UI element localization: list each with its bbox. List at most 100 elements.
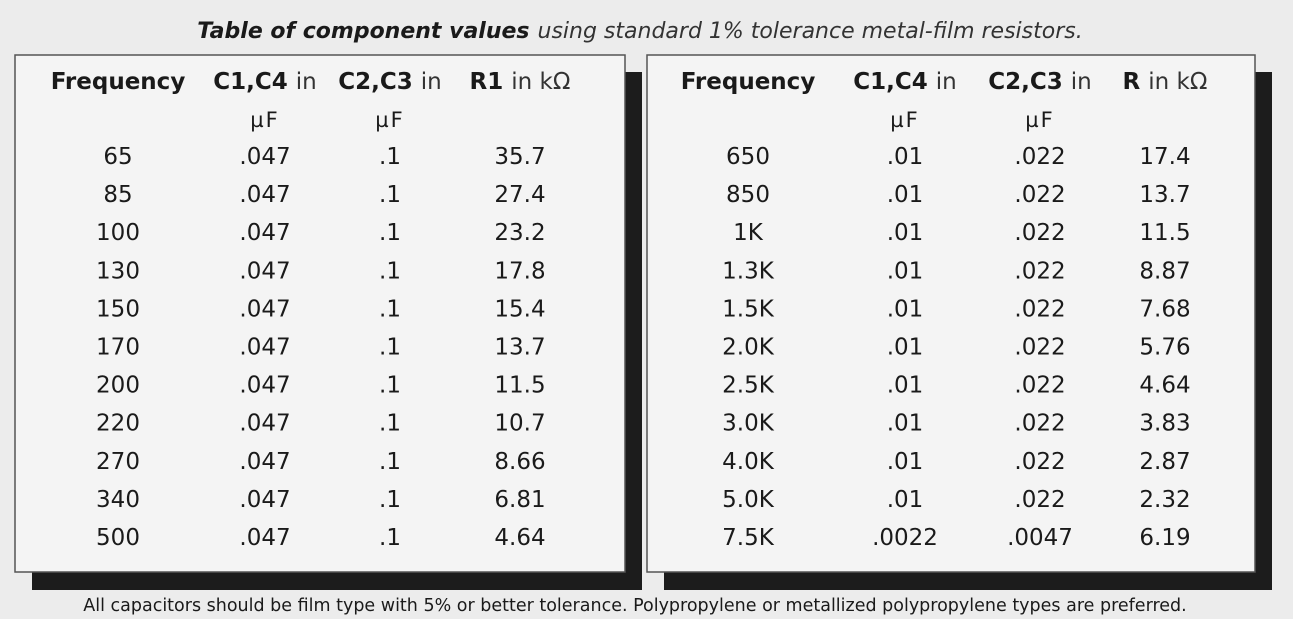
cell: .1	[379, 335, 401, 361]
cell: .0047	[1007, 525, 1073, 551]
cell: .1	[379, 487, 401, 513]
cell: .0022	[872, 525, 938, 551]
cell: .1	[379, 296, 401, 322]
header-text: in	[421, 69, 442, 95]
cell: .047	[239, 296, 290, 322]
cell: .022	[1014, 335, 1065, 361]
cell: .047	[239, 182, 290, 208]
cell: 5.76	[1139, 335, 1190, 361]
title-text: using standard 1% tolerance metal-film r…	[538, 19, 1083, 44]
cell: 11.5	[494, 373, 545, 399]
column-header: C1,C4 in	[213, 69, 316, 95]
header-bold: C1,C4	[213, 69, 288, 95]
header-unit: µF	[1025, 108, 1054, 132]
cell: .01	[887, 411, 924, 437]
cell: .022	[1014, 296, 1065, 322]
cell: .047	[239, 373, 290, 399]
cell: 2.87	[1139, 449, 1190, 475]
header-bold: Frequency	[681, 69, 816, 95]
cell: .01	[887, 296, 924, 322]
cell: 2.5K	[722, 373, 775, 399]
cell: .022	[1014, 487, 1065, 513]
cell: 150	[96, 296, 140, 322]
cell: .1	[379, 449, 401, 475]
cell: 270	[96, 449, 140, 475]
cell: .01	[887, 487, 924, 513]
cell: 13.7	[494, 335, 545, 361]
header-bold: R1	[470, 69, 504, 95]
cell: 4.64	[1139, 373, 1190, 399]
cell: .1	[379, 373, 401, 399]
cell: .1	[379, 144, 401, 170]
footer: All capacitors should be film type with …	[83, 596, 1186, 616]
cell: 7.68	[1139, 296, 1190, 322]
cell: 170	[96, 335, 140, 361]
cell: .047	[239, 449, 290, 475]
column-header: C2,C3 in	[338, 69, 441, 95]
cell: 85	[103, 182, 132, 208]
header-bold: C1,C4	[853, 69, 928, 95]
cell: .1	[379, 525, 401, 551]
cell: .01	[887, 144, 924, 170]
cell: 500	[96, 525, 140, 551]
cell: .1	[379, 411, 401, 437]
cell: 220	[96, 411, 140, 437]
cell: .1	[379, 258, 401, 284]
column-header: Frequency	[681, 69, 816, 95]
cell: .01	[887, 449, 924, 475]
cell: 100	[96, 220, 140, 246]
header-bold: C2,C3	[988, 69, 1063, 95]
title: Table of component values using standard …	[197, 19, 1082, 44]
cell: 11.5	[1139, 220, 1190, 246]
cell: 3.83	[1139, 411, 1190, 437]
cell: .022	[1014, 449, 1065, 475]
cell: .047	[239, 487, 290, 513]
table-box	[14, 54, 626, 573]
cell: .022	[1014, 373, 1065, 399]
title-bold: Table of component values	[197, 19, 529, 44]
cell: 2.32	[1139, 487, 1190, 513]
cell: 7.5K	[722, 525, 775, 551]
cell: 10.7	[494, 411, 545, 437]
header-unit: µF	[375, 108, 404, 132]
cell: .047	[239, 220, 290, 246]
cell: 5.0K	[722, 487, 775, 513]
cell: 1.5K	[722, 296, 775, 322]
header-bold: Frequency	[51, 69, 186, 95]
cell: 65	[103, 144, 132, 170]
cell: 15.4	[494, 296, 545, 322]
cell: 4.0K	[722, 449, 775, 475]
cell: 3.0K	[722, 411, 775, 437]
cell: 8.66	[494, 449, 545, 475]
header-unit: µF	[250, 108, 279, 132]
cell: .047	[239, 335, 290, 361]
cell: 8.87	[1139, 258, 1190, 284]
cell: 17.8	[494, 258, 545, 284]
column-header: R1 in kΩ	[470, 69, 571, 95]
header-text: in	[296, 69, 317, 95]
cell: 1K	[733, 220, 764, 246]
cell: 340	[96, 487, 140, 513]
cell: .01	[887, 220, 924, 246]
cell: .047	[239, 144, 290, 170]
cell: .022	[1014, 258, 1065, 284]
column-header: C2,C3 in	[988, 69, 1091, 95]
cell: .01	[887, 182, 924, 208]
cell: 1.3K	[722, 258, 775, 284]
cell: 13.7	[1139, 182, 1190, 208]
cell: .01	[887, 373, 924, 399]
cell: .047	[239, 258, 290, 284]
cell: .022	[1014, 144, 1065, 170]
header-text: in kΩ	[1148, 69, 1207, 95]
cell: .01	[887, 258, 924, 284]
cell: .047	[239, 411, 290, 437]
header-text: in kΩ	[511, 69, 570, 95]
cell: 23.2	[494, 220, 545, 246]
header-text: in	[1071, 69, 1092, 95]
cell: .022	[1014, 411, 1065, 437]
cell: .022	[1014, 182, 1065, 208]
cell: 4.64	[494, 525, 545, 551]
column-header: Frequency	[51, 69, 186, 95]
